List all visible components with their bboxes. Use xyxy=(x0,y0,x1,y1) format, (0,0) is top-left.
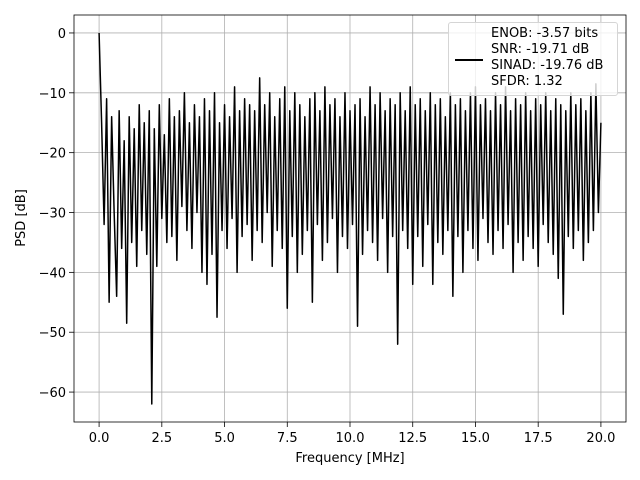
y-tick-label: −20 xyxy=(39,147,66,162)
y-tick-label: −50 xyxy=(39,326,66,341)
y-tick-label: −10 xyxy=(39,87,66,102)
x-tick-label: 12.5 xyxy=(398,431,427,446)
x-tick-label: 5.0 xyxy=(214,431,235,446)
y-tick-label: −30 xyxy=(39,207,66,222)
legend-label: ENOB: -3.57 bits SNR: -19.71 dB SINAD: -… xyxy=(491,26,604,89)
y-tick-label: 0 xyxy=(58,27,66,42)
x-tick-label: 0.0 xyxy=(89,431,110,446)
x-axis-label: Frequency [MHz] xyxy=(295,451,404,466)
x-tick-label: 15.0 xyxy=(461,431,490,446)
y-tick-label: −60 xyxy=(39,386,66,401)
x-tick-label: 7.5 xyxy=(277,431,298,446)
x-tick-label: 17.5 xyxy=(524,431,553,446)
data-line xyxy=(98,32,602,405)
plot-frame xyxy=(73,14,627,423)
x-tick-label: 20.0 xyxy=(586,431,615,446)
x-tick-label: 2.5 xyxy=(151,431,172,446)
y-axis-label: PSD [dB] xyxy=(14,189,29,247)
y-tick-label: −40 xyxy=(39,266,66,281)
x-tick-label: 10.0 xyxy=(336,431,365,446)
legend-swatch xyxy=(455,59,483,61)
legend: ENOB: -3.57 bits SNR: -19.71 dB SINAD: -… xyxy=(448,22,618,96)
